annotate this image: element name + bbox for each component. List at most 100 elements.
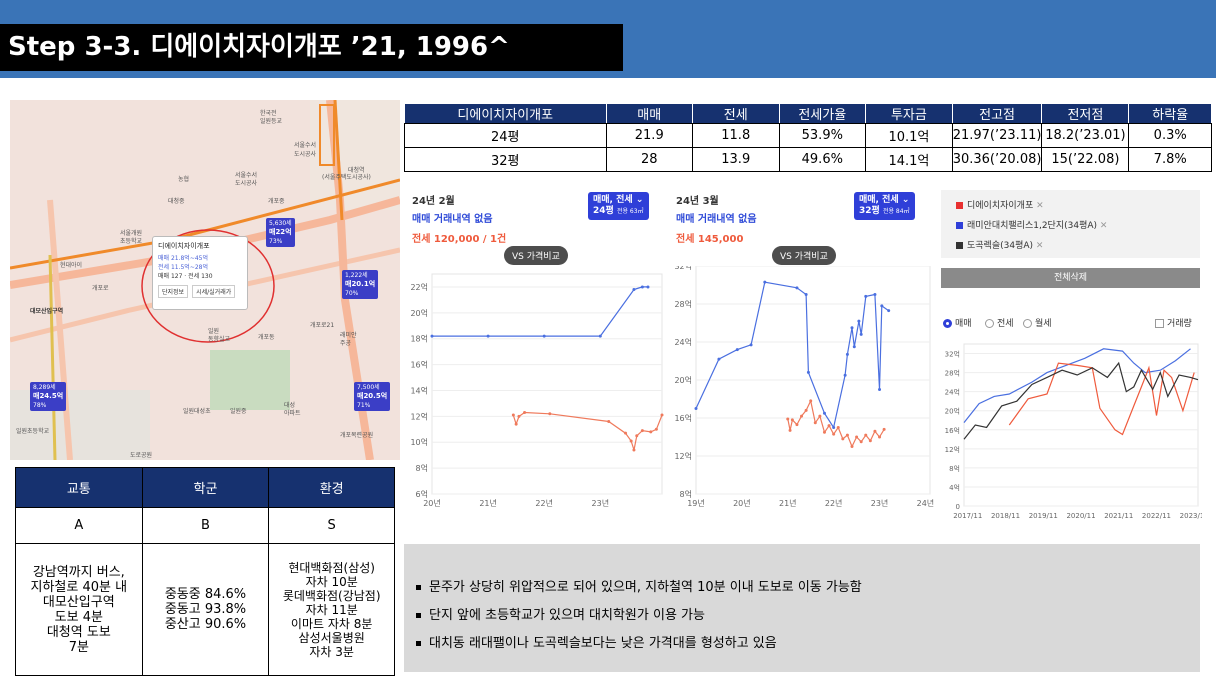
x-tick-label: 24년 xyxy=(917,498,935,508)
x-tick-label: 2018/11 xyxy=(991,512,1020,520)
map-price-pin[interactable]: 5,630세 매22억 73% xyxy=(266,218,295,247)
type-selector-button[interactable]: 매매, 전세 ⌄ 32평 전용 84㎡ xyxy=(854,192,915,220)
table-cell: 7.8% xyxy=(1128,147,1212,172)
y-tick-label: 12억 xyxy=(945,446,960,454)
radio-jeonse[interactable]: 전세 xyxy=(985,316,1014,329)
col-header: 학군 xyxy=(141,467,270,508)
data-point xyxy=(873,429,877,433)
plot-area xyxy=(431,273,663,495)
radio-monthly[interactable]: 월세 xyxy=(1023,316,1052,329)
map-price-pin[interactable]: 1,222세 매20.1억 70% xyxy=(342,270,379,299)
map-label: 초등학교 xyxy=(120,238,143,245)
table-cell: 11.8 xyxy=(692,123,780,148)
type-selector-button[interactable]: 매매, 전세 ⌄ 24평 전용 63㎡ xyxy=(588,192,649,220)
legend-swatch xyxy=(956,202,963,209)
radio-off-icon xyxy=(985,319,994,328)
price-history-button[interactable]: 시세/실거래가 xyxy=(192,285,236,298)
map-label: 서울수서 xyxy=(235,172,258,179)
data-point xyxy=(813,421,817,425)
data-point xyxy=(878,388,882,391)
table-row: 강남역까지 버스, 지하철로 40분 내 대모산입구역 도보 4분 대청역 도보… xyxy=(15,543,395,676)
map-label: 개포목련공원 xyxy=(340,432,374,439)
table-header-row: 교통 학군 환경 xyxy=(15,467,395,508)
data-point xyxy=(788,428,792,432)
series-line xyxy=(432,286,648,337)
close-icon[interactable]: ✕ xyxy=(1099,221,1108,231)
map-label: 일원초등학교 xyxy=(16,428,50,435)
chart-month: 24년 2월 xyxy=(412,196,455,207)
radio-label: 전세 xyxy=(997,319,1014,329)
notes-box: 문주가 상당히 위압적으로 되어 있으며, 지하철역 10분 이내 도보로 이동… xyxy=(404,544,1200,672)
legend-item[interactable]: 디에이치자이개포 ✕ xyxy=(956,198,1044,211)
data-point xyxy=(859,332,863,336)
pin-ratio: 71% xyxy=(357,402,371,409)
y-tick-label: 0 xyxy=(956,503,960,511)
chart-panel-24py: 24년 2월 매매 거래내역 없음 전세 120,000 / 1건 매매, 전세… xyxy=(404,186,668,522)
map-label: 일원중 xyxy=(230,408,247,415)
table-cell: 49.6% xyxy=(778,147,867,172)
map-label: 아파트 xyxy=(284,410,301,417)
pin-households: 1,222세 xyxy=(345,272,368,279)
bullet-icon xyxy=(416,585,421,590)
detail-cell: 중동중 84.6% 중동고 93.8% 중산고 90.6% xyxy=(141,543,270,676)
map-price-pin[interactable]: 7,500세 매20.5억 71% xyxy=(354,382,391,411)
table-cell: 30.36(’20.08) xyxy=(951,147,1043,172)
comparison-line-chart: 0 4억 8억 12억 16억 20억 24억 28억 32억 2017/11 2018/11 201… xyxy=(945,343,1202,520)
map-label: 래미안 xyxy=(340,332,357,339)
data-point xyxy=(486,334,490,338)
table-row: 24평 21.9 11.8 53.9% 10.1억 21.97(’23.11) … xyxy=(404,123,1212,148)
map-price-pin[interactable]: 8,289세 매24.5억 78% xyxy=(30,382,67,411)
x-tick-label: 2017/11 xyxy=(953,512,982,520)
complex-info-button[interactable]: 단지정보 xyxy=(158,285,189,298)
bullet-icon xyxy=(416,613,421,618)
y-tick-label: 8억 xyxy=(680,489,692,499)
detail-cell: 현대백화점(삼성) 자차 10분 롯데백화점(강남점) 자차 11분 이마트 자… xyxy=(268,543,395,676)
volume-checkbox[interactable]: 거래량 xyxy=(1155,316,1192,329)
grade-cell: A xyxy=(15,507,143,544)
pin-price: 매20.5억 xyxy=(357,392,388,400)
data-point xyxy=(542,334,546,338)
price-table: 디에이치자이개포 매매 전세 전세가율 투자금 전고점 전저점 하락율 24평 … xyxy=(404,103,1212,172)
delete-all-button[interactable]: 전체삭제 xyxy=(941,268,1200,288)
map-view[interactable]: 한국전 일원등교 서울수서 도시공사 대청역 (서울주택도시공사) 농협 서울수… xyxy=(10,100,400,460)
data-point xyxy=(514,422,518,426)
y-tick-label: 16억 xyxy=(410,360,428,370)
map-label: 도시공사 xyxy=(294,151,317,158)
data-point xyxy=(857,319,861,323)
chart-jeonse-text: 전세 145,000 xyxy=(676,234,744,245)
close-icon[interactable]: ✕ xyxy=(1036,201,1044,211)
table-cell: 15(’22.08) xyxy=(1041,147,1130,172)
data-point xyxy=(795,286,799,290)
header-bar: Step 3-3. 디에이치자이개포 ’21, 1996^ xyxy=(0,0,1216,78)
close-icon[interactable]: ✕ xyxy=(1035,241,1044,251)
map-label: 서울수서 xyxy=(294,142,317,149)
compare-price-button[interactable]: VS 가격비교 xyxy=(504,246,568,265)
x-tick-label: 23년 xyxy=(871,498,889,508)
data-point xyxy=(548,412,552,416)
x-tick-label: 20년 xyxy=(423,498,441,508)
pin-ratio: 70% xyxy=(345,290,359,297)
col-header: 하락율 xyxy=(1128,103,1212,124)
badge-area: 전용 63㎡ xyxy=(616,208,644,215)
radio-sale[interactable]: 매매 xyxy=(943,316,972,329)
legend-item[interactable]: 래미안대치팰리스1,2단지(34평A) ✕ xyxy=(956,218,1107,231)
series-line xyxy=(963,361,1199,440)
chevron-down-icon: ⌄ xyxy=(635,195,644,205)
x-tick-label: 2020/11 xyxy=(1066,512,1095,520)
badge-type: 매매, 전세 xyxy=(593,195,633,205)
chart-no-trade: 매매 거래내역 없음 xyxy=(412,214,493,225)
data-point xyxy=(607,420,611,424)
page-title: Step 3-3. 디에이치자이개포 ’21, 1996^ xyxy=(0,24,623,71)
popup-count: 매매 127 · 전세 130 xyxy=(158,273,213,280)
table-row: A B S xyxy=(15,507,395,544)
badge-size: 24평 xyxy=(593,206,614,216)
legend-swatch xyxy=(956,222,963,229)
compare-price-button[interactable]: VS 가격비교 xyxy=(772,246,836,265)
map-label: 동향실교 xyxy=(208,336,231,343)
pin-households: 7,500세 xyxy=(357,384,380,391)
data-point xyxy=(517,414,521,418)
note-item: 대치동 래대팰이나 도곡렉슬보다는 낮은 가격대를 형성하고 있음 xyxy=(416,632,777,651)
legend-item[interactable]: 도곡렉슬(34평A) ✕ xyxy=(956,238,1043,251)
map-label: 일원 xyxy=(208,328,220,335)
data-point xyxy=(800,414,804,418)
